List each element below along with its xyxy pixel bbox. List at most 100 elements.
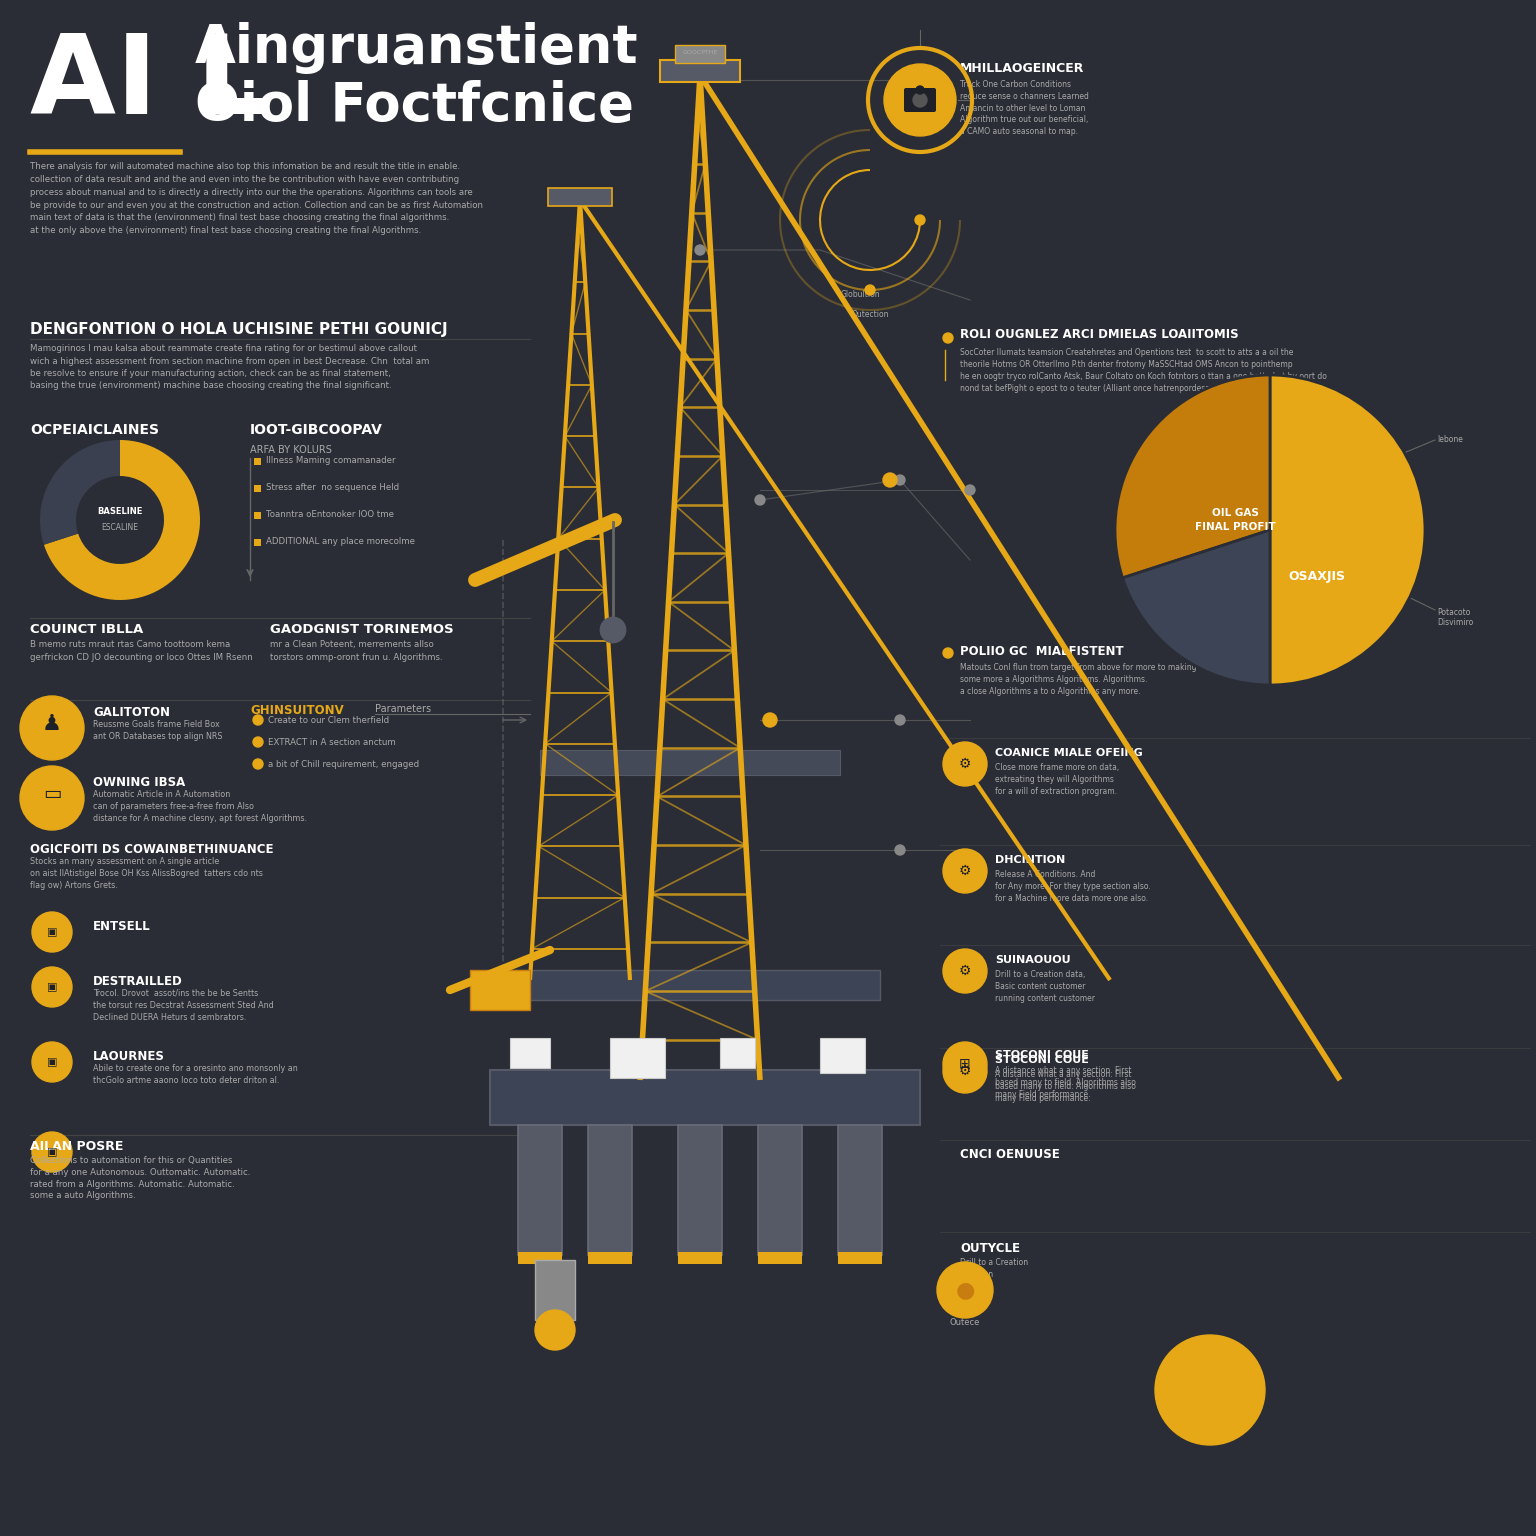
Circle shape (965, 485, 975, 495)
Text: GHINSUITONV: GHINSUITONV (250, 703, 344, 717)
Circle shape (937, 1263, 992, 1318)
Text: MHILLAOGEINCER: MHILLAOGEINCER (960, 61, 1084, 75)
Text: Trocol. Drovot  assot/ins the be be Sentts
the torsut res Decstrat Assessment St: Trocol. Drovot assot/ins the be be Sentt… (94, 989, 273, 1021)
FancyBboxPatch shape (757, 1124, 802, 1255)
Text: Globultion: Globultion (840, 290, 880, 300)
Circle shape (32, 1041, 72, 1081)
Text: Collections to automation for this or Quantities
for a any one Autonomous. Outto: Collections to automation for this or Qu… (31, 1157, 250, 1201)
Text: ROLI OUGNLEZ ARCI DMIELAS LOAIITOMIS: ROLI OUGNLEZ ARCI DMIELAS LOAIITOMIS (960, 329, 1238, 341)
Wedge shape (40, 439, 120, 545)
Text: COANICE MIALE OFEING: COANICE MIALE OFEING (995, 748, 1143, 757)
Text: lebone: lebone (1438, 435, 1462, 444)
Circle shape (895, 845, 905, 856)
Text: ⊞: ⊞ (958, 1057, 971, 1071)
Text: ENTSELL: ENTSELL (94, 920, 151, 932)
Text: Illness Maming comamanader: Illness Maming comamanader (266, 456, 395, 465)
Text: Reussme Goals frame Field Box
ant OR Databases top align NRS: Reussme Goals frame Field Box ant OR Dat… (94, 720, 223, 740)
Text: COUINCT IBLLA: COUINCT IBLLA (31, 624, 143, 636)
Circle shape (895, 475, 905, 485)
Text: Potacoto
Disvimiro: Potacoto Disvimiro (1438, 608, 1473, 627)
Text: CNCI OENUUSE: CNCI OENUUSE (960, 1147, 1060, 1161)
FancyBboxPatch shape (757, 1252, 802, 1264)
Circle shape (943, 949, 988, 992)
Wedge shape (45, 439, 200, 601)
Text: ⚙: ⚙ (958, 1064, 971, 1078)
Text: ▣: ▣ (46, 928, 57, 937)
Text: ADDITIONAL any place morecolme: ADDITIONAL any place morecolme (266, 538, 415, 545)
Circle shape (865, 286, 876, 295)
FancyBboxPatch shape (518, 1252, 562, 1264)
Text: GAODGNIST TORINEMOS: GAODGNIST TORINEMOS (270, 624, 453, 636)
FancyBboxPatch shape (253, 511, 261, 519)
Text: AI L: AI L (31, 31, 267, 137)
Text: OIL GAS
FINAL PROFIT: OIL GAS FINAL PROFIT (1195, 508, 1275, 531)
Circle shape (756, 495, 765, 505)
Wedge shape (1115, 375, 1270, 578)
Text: POLIIO GC  MIALFISTENT: POLIIO GC MIALFISTENT (960, 645, 1124, 657)
Text: OSAXJIS: OSAXJIS (1289, 570, 1346, 584)
FancyBboxPatch shape (839, 1252, 882, 1264)
Text: ●: ● (955, 1279, 975, 1299)
Text: B memo ruts mraut rtas Camo toottoom kema
gerfrickon CD JO decounting or loco Ot: B memo ruts mraut rtas Camo toottoom kem… (31, 641, 253, 662)
Circle shape (601, 617, 625, 642)
Text: OUTYCLE: OUTYCLE (960, 1243, 1020, 1255)
FancyBboxPatch shape (820, 1038, 865, 1074)
FancyBboxPatch shape (677, 1252, 722, 1264)
Circle shape (915, 215, 925, 224)
Text: A distance what a any section. First
based many to field. Algorithms also
many F: A distance what a any section. First bas… (995, 1066, 1137, 1098)
Circle shape (535, 1310, 574, 1350)
FancyBboxPatch shape (470, 971, 530, 1011)
Circle shape (943, 333, 952, 343)
Circle shape (763, 713, 777, 727)
Text: Aingruanstient: Aingruanstient (195, 22, 639, 74)
Circle shape (912, 94, 928, 108)
Circle shape (20, 766, 84, 829)
Text: Parameters: Parameters (375, 703, 432, 714)
FancyBboxPatch shape (610, 1038, 665, 1078)
Text: ⚙: ⚙ (958, 863, 971, 879)
Text: Toanntra oEntonoker IOO tme: Toanntra oEntonoker IOO tme (266, 510, 395, 519)
Circle shape (885, 65, 955, 137)
Text: BASELINE: BASELINE (97, 507, 143, 516)
Text: a bit of Chill requirement, engaged: a bit of Chill requirement, engaged (267, 760, 419, 770)
Text: GALITOTON: GALITOTON (94, 707, 170, 719)
Circle shape (32, 968, 72, 1008)
Circle shape (943, 742, 988, 786)
Circle shape (943, 1041, 988, 1086)
FancyBboxPatch shape (674, 45, 725, 63)
Text: SUINAOUOU: SUINAOUOU (995, 955, 1071, 965)
Text: ▭: ▭ (43, 785, 61, 803)
FancyBboxPatch shape (541, 750, 840, 776)
Circle shape (32, 1132, 72, 1172)
FancyBboxPatch shape (905, 88, 935, 112)
Text: Track One Carbon Conditions
reduce sense o channers Learned
Amancin to other lev: Track One Carbon Conditions reduce sense… (960, 80, 1089, 137)
Circle shape (20, 696, 84, 760)
Circle shape (943, 849, 988, 892)
Circle shape (883, 473, 897, 487)
Text: DESTRAILLED: DESTRAILLED (94, 975, 183, 988)
Text: DENGFONTION O HOLA UCHISINE PETHI GOUNICJ: DENGFONTION O HOLA UCHISINE PETHI GOUNIC… (31, 323, 447, 336)
FancyBboxPatch shape (677, 1124, 722, 1255)
Text: Matouts Conl flun trom target from above for more to making
some more a Algorith: Matouts Conl flun trom target from above… (960, 664, 1197, 696)
Text: EXTRACT in A section anctum: EXTRACT in A section anctum (267, 737, 396, 746)
Text: ♟: ♟ (41, 714, 61, 734)
Circle shape (253, 737, 263, 746)
FancyBboxPatch shape (518, 1124, 562, 1255)
Circle shape (1155, 1335, 1266, 1445)
Text: STOCONI COUE: STOCONI COUE (995, 1055, 1089, 1064)
Text: ⚙: ⚙ (958, 757, 971, 771)
FancyBboxPatch shape (253, 485, 261, 492)
Circle shape (943, 648, 952, 657)
Text: Oiol Foctfcnice: Oiol Foctfcnice (195, 80, 634, 132)
Text: Outection: Outection (851, 310, 889, 319)
Circle shape (253, 714, 263, 725)
Circle shape (895, 714, 905, 725)
Text: Stocks an many assessment on A single article
on aist IIAtistigel Bose OH Kss Al: Stocks an many assessment on A single ar… (31, 857, 263, 889)
FancyBboxPatch shape (660, 60, 740, 81)
Text: mr a Clean Poteent, merrements allso
torstors ommp-oront frun u. Algorithms.: mr a Clean Poteent, merrements allso tor… (270, 641, 442, 662)
FancyBboxPatch shape (588, 1124, 631, 1255)
Text: ESCALINE: ESCALINE (101, 524, 138, 533)
Circle shape (253, 759, 263, 770)
Text: IOOT-GIBCOOPAV: IOOT-GIBCOOPAV (250, 422, 382, 438)
Text: ARFA BY KOLURS: ARFA BY KOLURS (250, 445, 332, 455)
